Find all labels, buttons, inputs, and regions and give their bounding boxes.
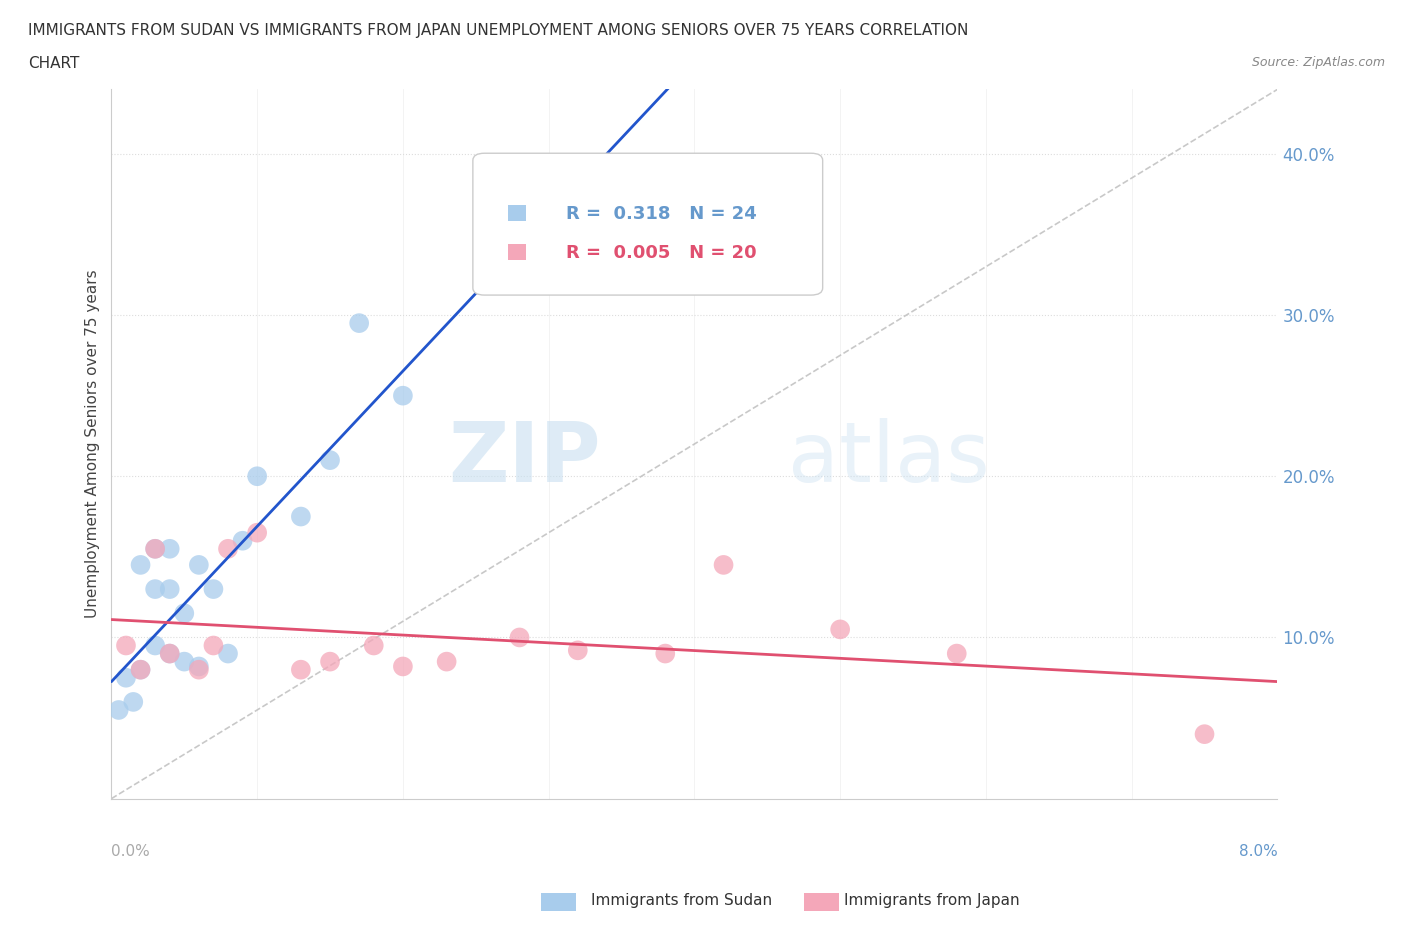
Point xyxy=(290,662,312,677)
Point xyxy=(945,646,967,661)
Point xyxy=(319,453,342,468)
Point xyxy=(508,243,530,258)
Text: ZIP: ZIP xyxy=(449,418,602,498)
Point xyxy=(129,557,152,572)
Point xyxy=(654,646,676,661)
Text: 8.0%: 8.0% xyxy=(1239,844,1278,858)
Point xyxy=(115,671,138,685)
Point xyxy=(217,646,239,661)
Point xyxy=(202,581,225,596)
Point xyxy=(392,388,415,403)
Point xyxy=(159,541,181,556)
Point xyxy=(129,662,152,677)
Point xyxy=(143,638,166,653)
Point xyxy=(159,581,181,596)
Point xyxy=(567,643,589,658)
FancyBboxPatch shape xyxy=(508,205,526,220)
Text: Immigrants from Japan: Immigrants from Japan xyxy=(844,893,1019,908)
Point xyxy=(143,581,166,596)
Point xyxy=(319,654,342,669)
Point xyxy=(232,533,254,548)
Point xyxy=(392,659,415,674)
Point xyxy=(713,557,735,572)
Point xyxy=(159,646,181,661)
Point xyxy=(115,638,138,653)
Point xyxy=(187,557,209,572)
Point xyxy=(143,541,166,556)
FancyBboxPatch shape xyxy=(508,244,526,259)
Point xyxy=(187,659,209,674)
Point xyxy=(187,662,209,677)
Point xyxy=(363,638,385,653)
Point xyxy=(129,662,152,677)
Text: 0.0%: 0.0% xyxy=(111,844,150,858)
Point xyxy=(159,646,181,661)
Point xyxy=(290,509,312,524)
Text: IMMIGRANTS FROM SUDAN VS IMMIGRANTS FROM JAPAN UNEMPLOYMENT AMONG SENIORS OVER 7: IMMIGRANTS FROM SUDAN VS IMMIGRANTS FROM… xyxy=(28,23,969,38)
Text: Source: ZipAtlas.com: Source: ZipAtlas.com xyxy=(1251,56,1385,69)
Point xyxy=(173,605,195,620)
Point xyxy=(508,630,530,644)
Point xyxy=(202,638,225,653)
Text: CHART: CHART xyxy=(28,56,80,71)
Point xyxy=(107,702,129,717)
Point xyxy=(173,654,195,669)
Point xyxy=(436,654,458,669)
Y-axis label: Unemployment Among Seniors over 75 years: Unemployment Among Seniors over 75 years xyxy=(86,270,100,618)
Point xyxy=(217,541,239,556)
FancyBboxPatch shape xyxy=(472,153,823,295)
Point xyxy=(122,695,145,710)
Point xyxy=(246,525,269,540)
Text: atlas: atlas xyxy=(787,418,990,498)
Text: Immigrants from Sudan: Immigrants from Sudan xyxy=(591,893,772,908)
Point xyxy=(246,469,269,484)
Point xyxy=(1194,726,1216,741)
Point xyxy=(830,622,852,637)
Text: R =  0.005   N = 20: R = 0.005 N = 20 xyxy=(567,244,756,261)
Point xyxy=(347,315,370,330)
Point xyxy=(143,541,166,556)
Text: R =  0.318   N = 24: R = 0.318 N = 24 xyxy=(567,205,756,222)
